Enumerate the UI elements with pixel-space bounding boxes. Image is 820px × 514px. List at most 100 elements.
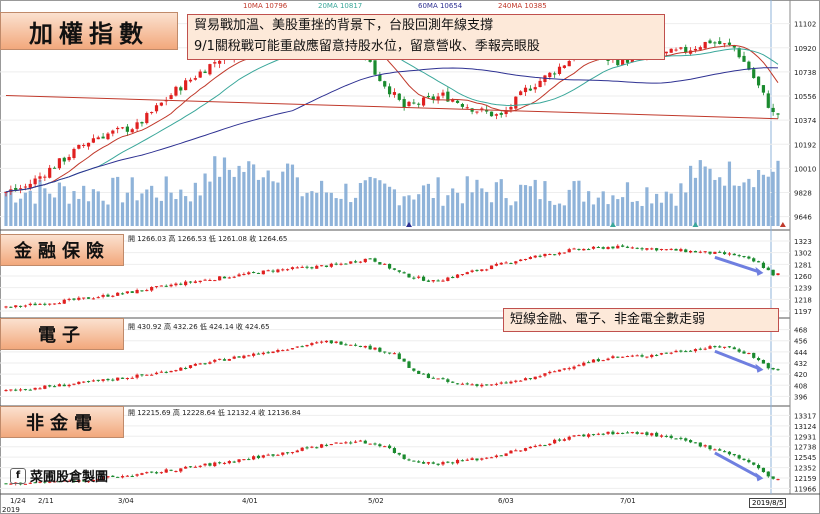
candle bbox=[9, 389, 13, 391]
volume-bar bbox=[528, 186, 532, 226]
volume-bar bbox=[659, 202, 664, 226]
candle bbox=[616, 432, 620, 434]
candle bbox=[489, 457, 494, 459]
candle bbox=[577, 248, 581, 250]
candle bbox=[154, 286, 159, 288]
volume-bar bbox=[106, 204, 110, 226]
candle bbox=[184, 466, 188, 469]
candle bbox=[557, 439, 562, 441]
y-tick-label: 420 bbox=[794, 371, 807, 379]
volume-bar bbox=[140, 193, 144, 226]
candle bbox=[213, 62, 217, 64]
volume-bar bbox=[722, 185, 727, 226]
trend-arrow bbox=[714, 349, 760, 371]
candle bbox=[655, 354, 659, 356]
candle bbox=[276, 269, 280, 273]
candle bbox=[606, 431, 610, 434]
candle bbox=[67, 480, 71, 482]
candle bbox=[713, 42, 717, 44]
volume-bar bbox=[222, 157, 227, 226]
volume-bar bbox=[193, 182, 197, 226]
candle bbox=[38, 388, 42, 390]
volume-bar bbox=[324, 192, 329, 226]
candle bbox=[169, 95, 173, 100]
volume-bar bbox=[96, 191, 100, 226]
candle bbox=[397, 270, 401, 272]
candle bbox=[256, 353, 261, 355]
y-tick-label: 444 bbox=[794, 349, 808, 357]
y-tick-label: 10010 bbox=[794, 165, 816, 173]
volume-bar bbox=[703, 166, 707, 226]
signal-marker bbox=[779, 222, 786, 227]
volume-bar bbox=[689, 165, 693, 226]
candle bbox=[4, 306, 8, 308]
candle bbox=[101, 476, 105, 479]
candle bbox=[48, 167, 52, 178]
candle bbox=[271, 270, 275, 272]
candle bbox=[756, 465, 761, 469]
candle bbox=[140, 122, 144, 124]
candle bbox=[62, 157, 66, 162]
volume-bar bbox=[72, 191, 76, 226]
ma240-line bbox=[5, 95, 779, 120]
candle bbox=[179, 367, 183, 371]
candle bbox=[188, 281, 193, 283]
candle bbox=[562, 65, 566, 68]
volume-bar bbox=[407, 195, 411, 226]
candle bbox=[519, 259, 523, 262]
candle bbox=[208, 280, 212, 282]
volume-bar bbox=[421, 185, 426, 226]
volume-bar bbox=[606, 204, 610, 226]
candle bbox=[771, 107, 775, 112]
candle bbox=[625, 356, 630, 358]
candle bbox=[776, 479, 780, 481]
candle bbox=[480, 384, 484, 387]
candle bbox=[232, 276, 236, 278]
candle bbox=[67, 298, 71, 300]
volume-bar bbox=[271, 181, 275, 226]
candle bbox=[659, 353, 664, 355]
volume-bar bbox=[349, 202, 353, 226]
candle bbox=[203, 279, 207, 281]
candle bbox=[72, 383, 76, 385]
y-tick-label: 11966 bbox=[794, 485, 817, 493]
candle bbox=[252, 353, 256, 356]
candle bbox=[373, 258, 377, 262]
candle bbox=[727, 253, 732, 255]
candle bbox=[256, 272, 261, 274]
candle bbox=[392, 92, 397, 95]
candle bbox=[722, 346, 727, 348]
candle bbox=[533, 445, 537, 448]
trend-arrow bbox=[714, 451, 761, 479]
candle bbox=[650, 433, 654, 436]
candle bbox=[169, 284, 173, 287]
candle bbox=[480, 269, 484, 271]
volume-bar bbox=[281, 171, 285, 226]
candle bbox=[441, 462, 445, 465]
candle bbox=[77, 144, 81, 149]
candle bbox=[52, 167, 57, 169]
candle bbox=[62, 384, 66, 387]
candle bbox=[698, 47, 702, 50]
candle bbox=[281, 269, 285, 271]
candle bbox=[179, 87, 183, 91]
candle bbox=[203, 463, 207, 466]
volume-bar bbox=[625, 182, 630, 226]
candle bbox=[373, 60, 377, 75]
candle bbox=[465, 107, 469, 109]
candle bbox=[315, 447, 319, 449]
candle bbox=[378, 74, 382, 82]
candle bbox=[77, 479, 81, 482]
candle bbox=[523, 87, 528, 93]
candle bbox=[82, 480, 86, 482]
candle bbox=[664, 249, 668, 251]
candle bbox=[363, 345, 367, 348]
volume-bar bbox=[295, 177, 299, 226]
candle bbox=[630, 355, 634, 357]
candle bbox=[645, 248, 649, 250]
candle bbox=[455, 459, 460, 464]
candle bbox=[766, 93, 770, 108]
volume-bar bbox=[737, 185, 741, 226]
candle bbox=[203, 71, 207, 74]
candle bbox=[290, 348, 295, 350]
